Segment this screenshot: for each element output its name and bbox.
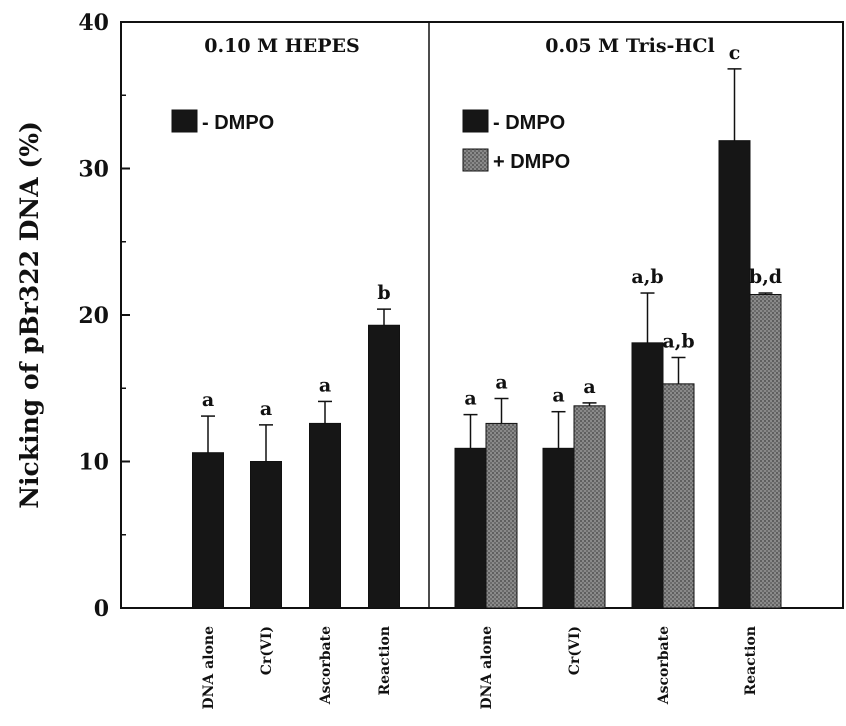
significance-label: a,b	[631, 266, 663, 288]
x-category-label: Cr(VI)	[259, 626, 275, 675]
significance-label: a,b	[662, 330, 694, 352]
y-axis-title: Nicking of pBr322 DNA (%)	[15, 121, 44, 509]
bar	[718, 140, 751, 609]
x-category-label: DNA alone	[479, 626, 495, 710]
bar	[662, 383, 695, 609]
panel-title: 0.05 M Tris-HCl	[545, 35, 714, 57]
x-category-label: DNA alone	[201, 626, 217, 710]
y-tick-label: 20	[78, 303, 109, 329]
significance-label: a	[583, 376, 595, 398]
legend-label: - DMPO	[202, 112, 274, 134]
panel-title: 0.10 M HEPES	[204, 35, 359, 57]
legend-swatch	[462, 109, 489, 133]
legend-swatch	[462, 148, 489, 172]
y-tick-label: 0	[94, 596, 109, 622]
x-category-label: Reaction	[377, 626, 393, 695]
y-tick-label: 30	[78, 157, 109, 183]
significance-label: a	[260, 398, 272, 420]
bar	[250, 461, 282, 609]
y-tick-label: 40	[78, 10, 109, 36]
significance-label: b	[377, 282, 390, 304]
x-category-label: Cr(VI)	[567, 626, 583, 675]
bar	[485, 422, 518, 609]
significance-label: a	[495, 372, 507, 394]
bar	[542, 447, 575, 609]
bar	[631, 342, 664, 609]
significance-label: c	[729, 42, 741, 64]
x-category-label: Reaction	[743, 626, 759, 695]
legend-label: - DMPO	[493, 112, 565, 134]
significance-label: a	[552, 385, 564, 407]
legend-swatch	[171, 109, 198, 133]
bar	[573, 405, 606, 609]
x-category-label: Ascorbate	[656, 626, 672, 705]
y-tick-label: 10	[78, 450, 109, 476]
significance-label: a	[319, 374, 331, 396]
bar	[749, 293, 782, 609]
bar	[309, 422, 341, 609]
bar	[192, 452, 224, 609]
bar	[368, 324, 400, 609]
legend-label: + DMPO	[493, 151, 570, 173]
significance-label: b,d	[749, 266, 782, 288]
bar	[454, 447, 487, 609]
significance-label: a	[202, 389, 214, 411]
x-category-label: Ascorbate	[318, 626, 334, 705]
significance-label: a	[464, 388, 476, 410]
